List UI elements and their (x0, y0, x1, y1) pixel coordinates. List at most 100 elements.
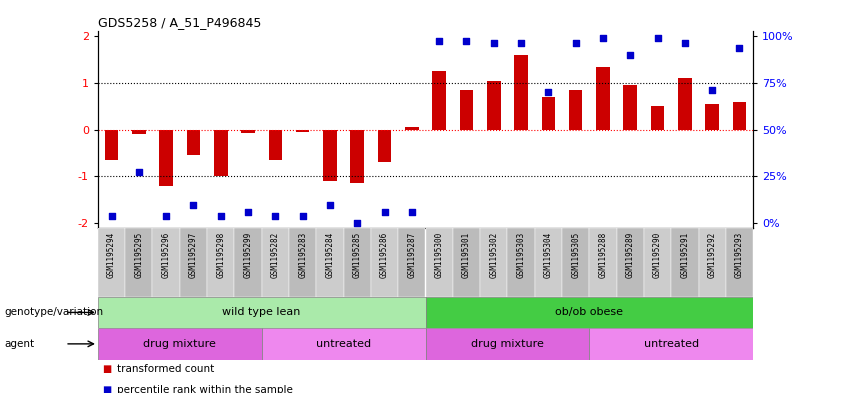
Text: GSM1195291: GSM1195291 (681, 231, 689, 277)
Bar (487, 81, 500, 130)
Text: GSM1195305: GSM1195305 (571, 231, 580, 277)
Point (651, 35, 665, 42)
Text: GSM1195298: GSM1195298 (216, 231, 226, 277)
Bar (132, 130, 146, 134)
Bar (589, 228, 617, 297)
Text: GSM1195292: GSM1195292 (708, 231, 717, 277)
Point (241, 208, 254, 215)
Text: agent: agent (4, 339, 34, 349)
Bar (344, 228, 371, 297)
Bar (726, 228, 753, 297)
Bar (241, 130, 254, 134)
Bar (644, 228, 671, 297)
Text: GSM1195304: GSM1195304 (544, 231, 553, 277)
Point (351, 220, 364, 226)
Bar (98, 297, 426, 328)
Bar (125, 228, 152, 297)
Bar (262, 328, 426, 360)
Bar (234, 228, 262, 297)
Text: GSM1195295: GSM1195295 (134, 231, 143, 277)
Point (514, 40, 528, 46)
Bar (426, 328, 589, 360)
Bar (568, 90, 582, 130)
Text: transformed count: transformed count (117, 364, 214, 373)
Bar (152, 228, 180, 297)
Bar (624, 85, 637, 130)
Bar (699, 228, 726, 297)
Bar (98, 328, 262, 360)
Point (597, 35, 610, 42)
Text: percentile rank within the sample: percentile rank within the sample (117, 385, 293, 393)
Text: untreated: untreated (316, 339, 371, 349)
Text: GSM1195294: GSM1195294 (107, 231, 116, 277)
Text: ob/ob obese: ob/ob obese (556, 307, 623, 318)
Bar (351, 130, 364, 184)
Point (624, 52, 637, 58)
Text: GSM1195288: GSM1195288 (598, 231, 608, 277)
Bar (398, 228, 426, 297)
Point (214, 213, 227, 219)
Point (568, 40, 582, 46)
Text: ■: ■ (102, 364, 111, 373)
Text: GDS5258 / A_51_P496845: GDS5258 / A_51_P496845 (98, 16, 261, 29)
Bar (651, 106, 665, 130)
Bar (207, 228, 234, 297)
Text: GSM1195289: GSM1195289 (625, 231, 635, 277)
Point (678, 40, 692, 46)
Bar (378, 130, 391, 162)
Text: GSM1195303: GSM1195303 (517, 231, 526, 277)
Point (323, 201, 337, 208)
Point (733, 45, 746, 51)
Text: GSM1195286: GSM1195286 (380, 231, 389, 277)
Point (541, 89, 555, 95)
Point (159, 213, 173, 219)
Point (487, 40, 500, 46)
Point (186, 201, 200, 208)
Bar (507, 228, 534, 297)
Bar (180, 228, 207, 297)
Text: untreated: untreated (643, 339, 699, 349)
Bar (323, 130, 337, 181)
Bar (562, 228, 589, 297)
Bar (289, 228, 317, 297)
Text: GSM1195299: GSM1195299 (243, 231, 253, 277)
Bar (597, 66, 610, 130)
Bar (159, 130, 173, 186)
Bar (480, 228, 507, 297)
Bar (432, 71, 446, 130)
Point (296, 213, 310, 219)
Bar (733, 102, 746, 130)
Bar (262, 228, 289, 297)
Text: GSM1195284: GSM1195284 (325, 231, 334, 277)
Bar (426, 297, 753, 328)
Bar (671, 228, 699, 297)
Text: GSM1195296: GSM1195296 (162, 231, 170, 277)
Text: GSM1195287: GSM1195287 (408, 231, 416, 277)
Text: ■: ■ (102, 385, 111, 393)
Text: GSM1195285: GSM1195285 (353, 231, 362, 277)
Bar (534, 228, 562, 297)
Bar (617, 228, 644, 297)
Bar (371, 228, 398, 297)
Bar (405, 127, 419, 130)
Text: GSM1195297: GSM1195297 (189, 231, 198, 277)
Text: GSM1195290: GSM1195290 (653, 231, 662, 277)
Bar (426, 228, 453, 297)
Bar (296, 130, 310, 132)
Text: GSM1195283: GSM1195283 (298, 231, 307, 277)
Point (105, 213, 118, 219)
Text: wild type lean: wild type lean (222, 307, 301, 318)
Point (432, 38, 446, 44)
Bar (705, 104, 719, 130)
Bar (214, 130, 227, 176)
Bar (269, 130, 283, 160)
Bar (460, 90, 473, 130)
Text: drug mixture: drug mixture (143, 339, 216, 349)
Bar (105, 130, 118, 160)
Text: GSM1195300: GSM1195300 (435, 231, 443, 277)
Point (132, 169, 146, 175)
Bar (514, 55, 528, 130)
Point (269, 213, 283, 219)
Bar (98, 228, 125, 297)
Bar (186, 130, 200, 155)
